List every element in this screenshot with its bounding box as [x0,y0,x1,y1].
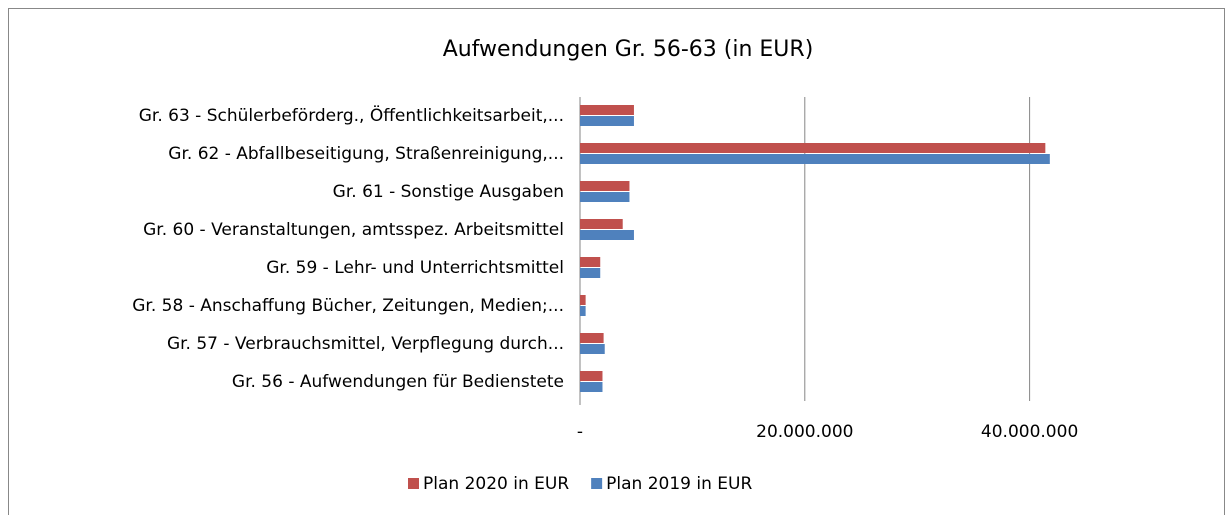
legend-swatch [591,478,603,489]
chart-title: Aufwendungen Gr. 56-63 (in EUR) [443,37,814,62]
bar [580,268,601,278]
x-tick-label: 20.000.000 [756,422,853,442]
bar [580,333,604,343]
x-tick-label: - [577,422,583,442]
bar [580,371,603,381]
bar [580,154,1050,164]
legend-label: Plan 2020 in EUR [423,474,569,494]
bar [580,306,586,316]
legend-swatch [408,478,419,489]
y-tick-label: Gr. 59 - Lehr- und Unterrichtsmittel [266,258,564,278]
y-tick-label: Gr. 62 - Abfallbeseitigung, Straßenreini… [168,144,564,164]
legend-label: Plan 2019 in EUR [606,474,752,494]
bar [580,382,603,392]
bar [580,116,634,126]
y-tick-label: Gr. 58 - Anschaffung Bücher, Zeitungen, … [132,296,564,316]
bar [580,105,634,115]
y-tick-label: Gr. 63 - Schülerbeförderg., Öffentlichke… [139,104,564,126]
bar [580,219,623,229]
bar [580,192,630,202]
bar [580,230,634,240]
y-tick-label: Gr. 57 - Verbrauchsmittel, Verpflegung d… [167,334,564,354]
y-tick-label: Gr. 56 - Aufwendungen für Bedienstete [232,372,564,392]
bar [580,143,1046,153]
x-tick-label: 40.000.000 [981,422,1078,442]
bar [580,344,605,354]
chart-border [8,8,1225,515]
y-tick-label: Gr. 61 - Sonstige Ausgaben [333,182,564,202]
bar [580,257,601,267]
bar [580,295,586,305]
bar [580,181,630,191]
y-tick-label: Gr. 60 - Veranstaltungen, amtsspez. Arbe… [143,220,564,240]
